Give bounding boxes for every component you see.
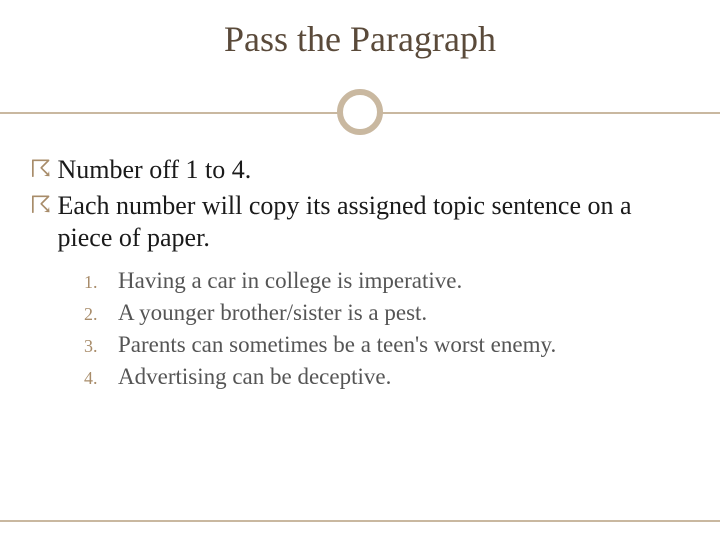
bullet-item: ☈ Each number will copy its assigned top…: [30, 190, 690, 254]
list-item: 3. Parents can sometimes be a teen's wor…: [84, 332, 690, 358]
list-item: 1. Having a car in college is imperative…: [84, 268, 690, 294]
slide-title: Pass the Paragraph: [0, 18, 720, 60]
slide: Pass the Paragraph ☈ Number off 1 to 4. …: [0, 0, 720, 540]
numbered-list: 1. Having a car in college is imperative…: [30, 268, 690, 390]
divider-circle-icon: [337, 89, 383, 135]
list-text: Having a car in college is imperative.: [118, 268, 462, 294]
bullet-text: Each number will copy its assigned topic…: [58, 190, 690, 254]
title-area: Pass the Paragraph: [0, 0, 720, 60]
list-text: A younger brother/sister is a pest.: [118, 300, 427, 326]
list-item: 2. A younger brother/sister is a pest.: [84, 300, 690, 326]
list-number: 4.: [84, 368, 118, 389]
bullet-item: ☈ Number off 1 to 4.: [30, 154, 690, 186]
list-number: 2.: [84, 304, 118, 325]
bullet-text: Number off 1 to 4.: [58, 154, 252, 186]
divider: [0, 88, 720, 136]
content-area: ☈ Number off 1 to 4. ☈ Each number will …: [0, 136, 720, 390]
list-text: Parents can sometimes be a teen's worst …: [118, 332, 556, 358]
list-text: Advertising can be deceptive.: [118, 364, 391, 390]
footer-divider: [0, 520, 720, 522]
bullet-icon: ☈: [30, 154, 52, 186]
list-item: 4. Advertising can be deceptive.: [84, 364, 690, 390]
bullet-icon: ☈: [30, 190, 52, 222]
list-number: 1.: [84, 272, 118, 293]
list-number: 3.: [84, 336, 118, 357]
